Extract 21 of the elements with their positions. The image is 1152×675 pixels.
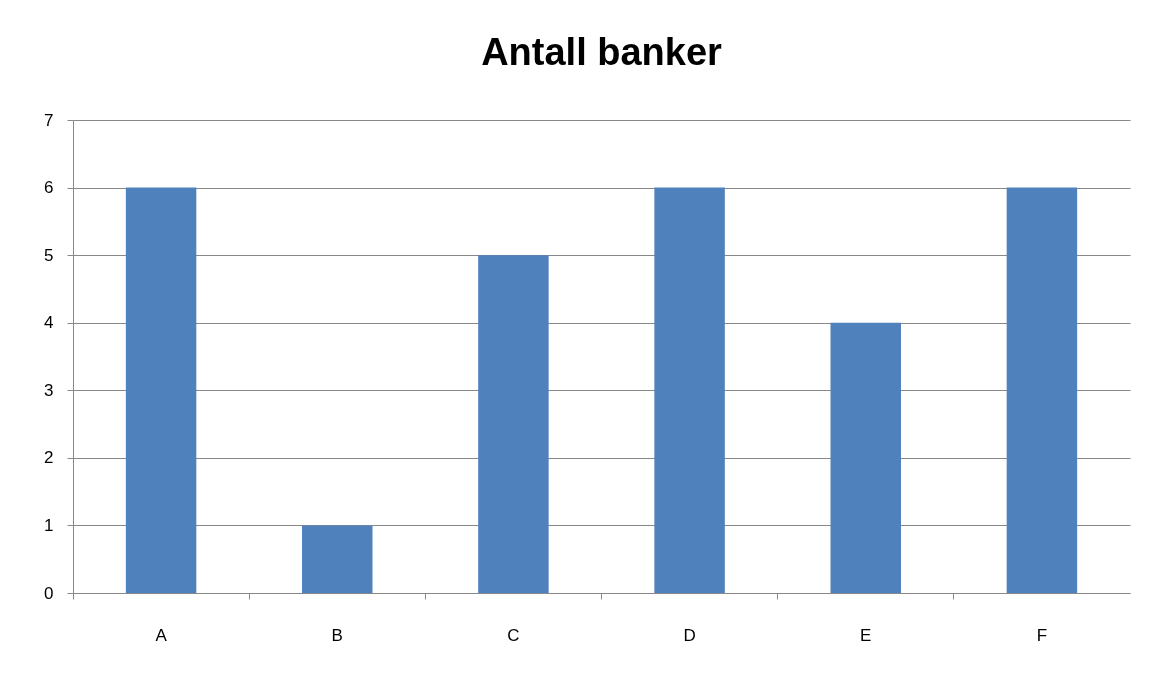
bar [302, 525, 373, 593]
y-tick-label: 3 [44, 380, 54, 400]
x-tick-label: D [683, 625, 696, 645]
x-tick-label: A [155, 625, 168, 645]
y-tick-label: 7 [44, 110, 54, 130]
chart-title: Antall banker [481, 31, 723, 73]
y-tick-label: 5 [44, 245, 54, 265]
x-tick-label: C [507, 625, 520, 645]
y-tick-label: 6 [44, 178, 54, 198]
bar [478, 255, 549, 593]
bar [654, 187, 725, 593]
x-tick-label: F [1036, 625, 1048, 645]
bar [125, 187, 197, 593]
y-tick-label: 4 [44, 313, 54, 333]
y-tick-label: 0 [44, 583, 54, 603]
x-tick-label: E [860, 625, 872, 645]
y-tick-label: 1 [44, 515, 54, 535]
x-tick-label: B [331, 625, 343, 645]
bar [830, 322, 901, 593]
y-tick-label: 2 [44, 448, 54, 468]
bar [1006, 187, 1078, 593]
